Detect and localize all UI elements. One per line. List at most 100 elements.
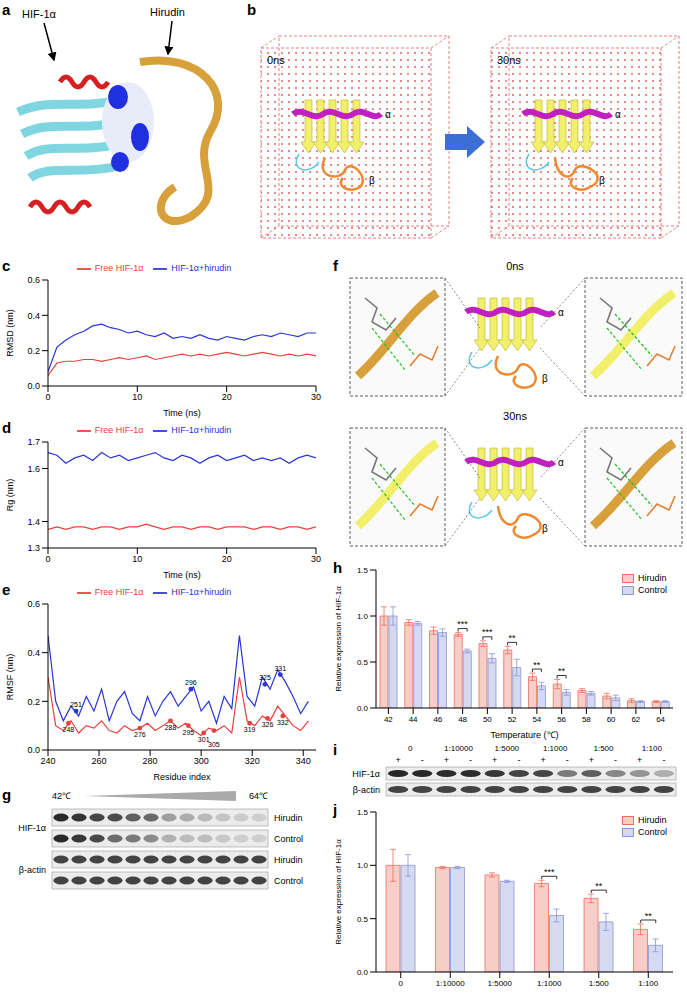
svg-text:1:100: 1:100 [642,744,663,753]
svg-text:0.5: 0.5 [357,915,369,924]
svg-text:320: 320 [245,756,260,766]
svg-text:1.0: 1.0 [357,612,369,621]
svg-text:0.2: 0.2 [27,346,40,356]
svg-text:0.5: 0.5 [357,658,369,667]
svg-text:1.5: 1.5 [357,808,369,817]
svg-text:β-actin: β-actin [19,865,46,875]
svg-text:Rg (nm): Rg (nm) [5,479,15,512]
svg-text:60: 60 [607,715,616,724]
svg-text:0.2: 0.2 [27,697,40,707]
svg-text:**: ** [558,666,566,676]
svg-text:0.4: 0.4 [27,311,40,321]
svg-text:+: + [492,755,497,765]
svg-text:0ns: 0ns [506,260,524,272]
svg-text:**: ** [595,881,603,891]
svg-text:-: - [469,755,472,765]
svg-text:Temperature (℃): Temperature (℃) [490,730,558,740]
svg-text:β: β [599,175,605,186]
svg-text:46: 46 [433,715,442,724]
svg-text:Hirudin: Hirudin [274,813,303,823]
svg-text:RMSD (nm): RMSD (nm) [5,309,15,357]
svg-text:0: 0 [45,392,50,402]
svg-text:280: 280 [143,756,158,766]
svg-text:+: + [395,755,400,765]
svg-text:1:1000: 1:1000 [543,744,568,753]
svg-text:64℃: 64℃ [249,791,268,801]
svg-text:319: 319 [244,726,256,733]
svg-text:44: 44 [409,715,418,724]
svg-text:***: *** [544,867,555,877]
svg-text:Control: Control [274,834,303,844]
svg-text:276: 276 [134,731,146,738]
svg-text:1:5000: 1:5000 [495,744,520,753]
svg-text:0ns: 0ns [267,54,285,66]
svg-text:58: 58 [582,715,591,724]
svg-text:-: - [662,755,665,765]
svg-text:RMSF (nm): RMSF (nm) [5,654,15,701]
svg-text:+: + [589,755,594,765]
svg-text:20: 20 [222,554,232,564]
svg-text:52: 52 [508,715,517,724]
svg-text:***: *** [482,627,493,637]
svg-text:0: 0 [45,554,50,564]
svg-text:10: 10 [132,554,142,564]
svg-text:+: + [637,755,642,765]
svg-text:**: ** [645,911,653,921]
svg-text:288: 288 [165,724,177,731]
svg-text:48: 48 [458,715,467,724]
svg-text:325: 325 [259,674,271,681]
svg-text:-: - [566,755,569,765]
svg-text:Relative expression of HIF-1α: Relative expression of HIF-1α [334,839,343,945]
svg-text:+: + [444,755,449,765]
svg-text:β: β [542,373,548,384]
svg-text:62: 62 [631,715,640,724]
svg-text:1:5000: 1:5000 [488,979,513,988]
svg-text:1:100: 1:100 [638,979,659,988]
svg-text:0.6: 0.6 [27,275,40,285]
svg-text:10: 10 [132,392,142,402]
svg-text:296: 296 [185,679,197,686]
svg-text:β: β [369,175,375,186]
svg-text:0.0: 0.0 [357,704,369,713]
svg-text:0.0: 0.0 [357,968,369,977]
svg-text:***: *** [457,619,468,629]
svg-text:305: 305 [208,741,220,748]
svg-text:251: 251 [70,701,82,708]
svg-text:1.6: 1.6 [27,464,40,474]
svg-text:30ns: 30ns [497,54,521,66]
svg-text:α: α [558,307,564,318]
svg-text:1.4: 1.4 [27,517,40,527]
svg-text:260: 260 [92,756,107,766]
svg-text:1:10000: 1:10000 [436,979,465,988]
svg-text:30: 30 [311,554,321,564]
svg-text:-: - [517,755,520,765]
svg-text:1:1000: 1:1000 [537,979,562,988]
svg-text:1.0: 1.0 [357,861,369,870]
svg-text:1:500: 1:500 [593,744,614,753]
svg-text:326: 326 [262,721,274,728]
svg-text:30ns: 30ns [503,410,527,422]
svg-text:56: 56 [557,715,566,724]
svg-text:α: α [558,457,564,468]
svg-text:**: ** [509,633,517,643]
svg-text:Hirudin: Hirudin [150,6,185,18]
svg-text:α: α [615,109,621,120]
svg-text:248: 248 [63,726,75,733]
svg-text:50: 50 [483,715,492,724]
svg-text:0.0: 0.0 [27,381,40,391]
svg-text:331: 331 [274,665,286,672]
svg-text:1.5: 1.5 [357,566,369,575]
svg-text:1.3: 1.3 [27,543,40,553]
svg-text:0.0: 0.0 [27,745,40,755]
svg-text:1.7: 1.7 [27,437,40,447]
svg-text:0.6: 0.6 [27,599,40,609]
svg-text:**: ** [533,660,541,670]
svg-text:300: 300 [194,756,209,766]
svg-text:β-actin: β-actin [353,785,380,795]
svg-text:α: α [385,109,391,120]
svg-text:HIF-1α: HIF-1α [352,769,380,779]
svg-text:240: 240 [40,756,55,766]
svg-text:β: β [542,523,548,534]
svg-text:295: 295 [183,729,195,736]
svg-text:+: + [540,755,545,765]
